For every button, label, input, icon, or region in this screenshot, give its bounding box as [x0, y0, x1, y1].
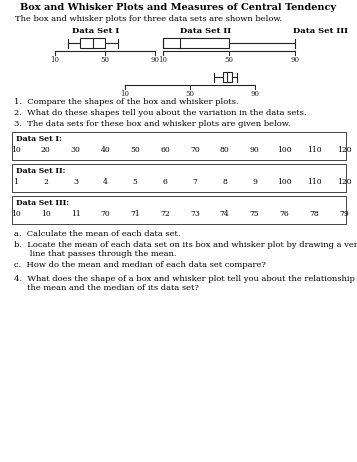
Text: 10: 10: [41, 210, 51, 218]
Text: 73: 73: [190, 210, 200, 218]
Text: 71: 71: [130, 210, 140, 218]
Text: 50: 50: [186, 90, 195, 98]
Text: The box and whisker plots for three data sets are shown below.: The box and whisker plots for three data…: [15, 15, 282, 23]
Text: 4.  What does the shape of a box and whisker plot tell you about the relationshi: 4. What does the shape of a box and whis…: [14, 275, 357, 283]
Text: 6: 6: [163, 178, 167, 186]
Text: 90: 90: [291, 56, 300, 64]
Text: 90: 90: [251, 90, 260, 98]
Text: Data Set II:: Data Set II:: [16, 167, 65, 175]
Text: 100: 100: [277, 146, 292, 154]
Text: 10: 10: [159, 56, 167, 64]
Text: Data Set III: Data Set III: [293, 27, 348, 35]
Text: 9: 9: [252, 178, 257, 186]
Text: 8: 8: [222, 178, 227, 186]
Text: Data Set I:: Data Set I:: [16, 135, 62, 143]
Text: 2: 2: [44, 178, 48, 186]
Bar: [163, 38, 229, 48]
Text: 110: 110: [307, 146, 322, 154]
Text: Data Set I: Data Set I: [72, 27, 119, 35]
Text: 75: 75: [250, 210, 260, 218]
Text: 10: 10: [11, 210, 21, 218]
Text: 50: 50: [130, 146, 140, 154]
Text: 4: 4: [103, 178, 108, 186]
Text: 30: 30: [71, 146, 81, 154]
Text: 110: 110: [307, 178, 322, 186]
Text: 90: 90: [250, 146, 260, 154]
Text: 60: 60: [160, 146, 170, 154]
Text: 90: 90: [151, 56, 160, 64]
Text: 79: 79: [339, 210, 349, 218]
Text: 120: 120: [337, 146, 351, 154]
Text: 5: 5: [133, 178, 138, 186]
Text: 7: 7: [192, 178, 197, 186]
Text: 1.  Compare the shapes of the box and whisker plots.: 1. Compare the shapes of the box and whi…: [14, 98, 238, 106]
Text: 3.  The data sets for these box and whisker plots are given below.: 3. The data sets for these box and whisk…: [14, 120, 291, 128]
Text: Box and Whisker Plots and Measures of Central Tendency: Box and Whisker Plots and Measures of Ce…: [20, 3, 336, 12]
Text: 120: 120: [337, 178, 351, 186]
Text: 50: 50: [101, 56, 110, 64]
Text: 78: 78: [309, 210, 319, 218]
Text: 76: 76: [280, 210, 289, 218]
Text: the mean and the median of its data set?: the mean and the median of its data set?: [14, 284, 199, 292]
Bar: [12, 132, 346, 160]
Text: 70: 70: [101, 210, 110, 218]
Bar: [222, 72, 232, 82]
Text: 70: 70: [190, 146, 200, 154]
Text: Data Set II: Data Set II: [180, 27, 231, 35]
Text: 50: 50: [225, 56, 233, 64]
Bar: [12, 196, 346, 224]
Text: 80: 80: [220, 146, 230, 154]
Text: 3: 3: [73, 178, 78, 186]
Text: a.  Calculate the mean of each data set.: a. Calculate the mean of each data set.: [14, 230, 181, 238]
Text: 2.  What do these shapes tell you about the variation in the data sets.: 2. What do these shapes tell you about t…: [14, 109, 307, 117]
Text: line that passes through the mean.: line that passes through the mean.: [14, 250, 176, 258]
Bar: [12, 164, 346, 192]
Text: 74: 74: [220, 210, 230, 218]
Text: 10: 10: [121, 90, 130, 98]
Text: 10: 10: [11, 146, 21, 154]
Text: Data Set III:: Data Set III:: [16, 199, 69, 207]
Text: 11: 11: [71, 210, 81, 218]
Text: 1: 1: [14, 178, 19, 186]
Text: 72: 72: [160, 210, 170, 218]
Text: 100: 100: [277, 178, 292, 186]
Text: b.  Locate the mean of each data set on its box and whisker plot by drawing a ve: b. Locate the mean of each data set on i…: [14, 241, 357, 249]
Text: 20: 20: [41, 146, 51, 154]
Bar: [80, 38, 105, 48]
Text: 40: 40: [101, 146, 110, 154]
Text: c.  How do the mean and median of each data set compare?: c. How do the mean and median of each da…: [14, 261, 266, 269]
Text: 10: 10: [50, 56, 60, 64]
